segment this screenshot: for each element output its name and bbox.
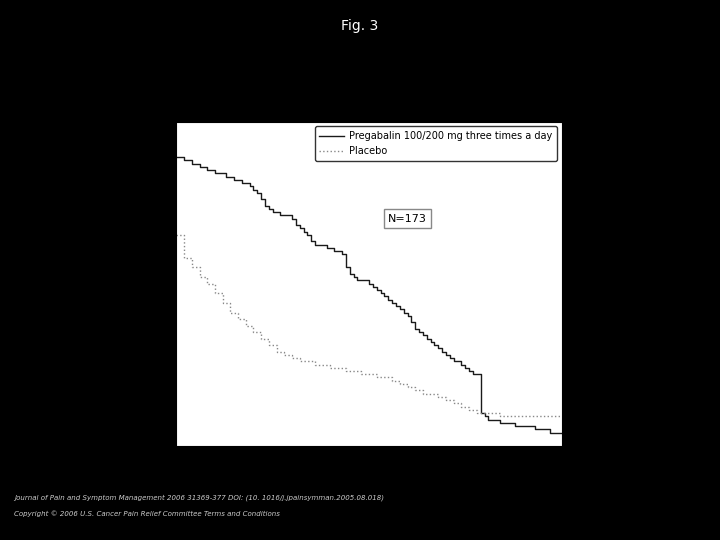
Pregabalin 100/200 mg three times a day [546, 429, 554, 436]
Placebo [426, 390, 435, 397]
Pregabalin 100/200 mg three times a day [349, 274, 358, 280]
Placebo [257, 335, 266, 342]
Placebo [172, 232, 181, 238]
Legend: Pregabalin 100/200 mg three times a day, Placebo: Pregabalin 100/200 mg three times a day,… [315, 126, 557, 161]
Placebo [557, 413, 566, 420]
Line: Pregabalin 100/200 mg three times a day: Pregabalin 100/200 mg three times a day [176, 157, 562, 433]
Pregabalin 100/200 mg three times a day [442, 352, 451, 358]
Pregabalin 100/200 mg three times a day [557, 429, 566, 436]
Text: Copyright © 2006 U.S. Cancer Pain Relief Committee Terms and Conditions: Copyright © 2006 U.S. Cancer Pain Relief… [14, 511, 280, 517]
Y-axis label: Proportion of Responders: Proportion of Responders [121, 193, 135, 374]
Placebo [495, 413, 504, 420]
Placebo [549, 413, 558, 420]
Line: Placebo: Placebo [176, 235, 562, 416]
Text: Journal of Pain and Symptom Management 2006 31369-377 DOI: (10. 1016/j.jpainsymm: Journal of Pain and Symptom Management 2… [14, 495, 384, 501]
Pregabalin 100/200 mg three times a day [172, 154, 181, 160]
Pregabalin 100/200 mg three times a day [199, 164, 207, 170]
Placebo [288, 355, 297, 361]
Text: N=173: N=173 [388, 214, 427, 224]
Placebo [449, 400, 458, 407]
Pregabalin 100/200 mg three times a day [269, 209, 277, 215]
X-axis label: Percent Pain Intensity Difference: Percent Pain Intensity Difference [253, 470, 485, 483]
Pregabalin 100/200 mg three times a day [403, 313, 412, 319]
Pregabalin 100/200 mg three times a day [461, 364, 469, 371]
Placebo [295, 358, 304, 365]
Text: Fig. 3: Fig. 3 [341, 19, 379, 33]
